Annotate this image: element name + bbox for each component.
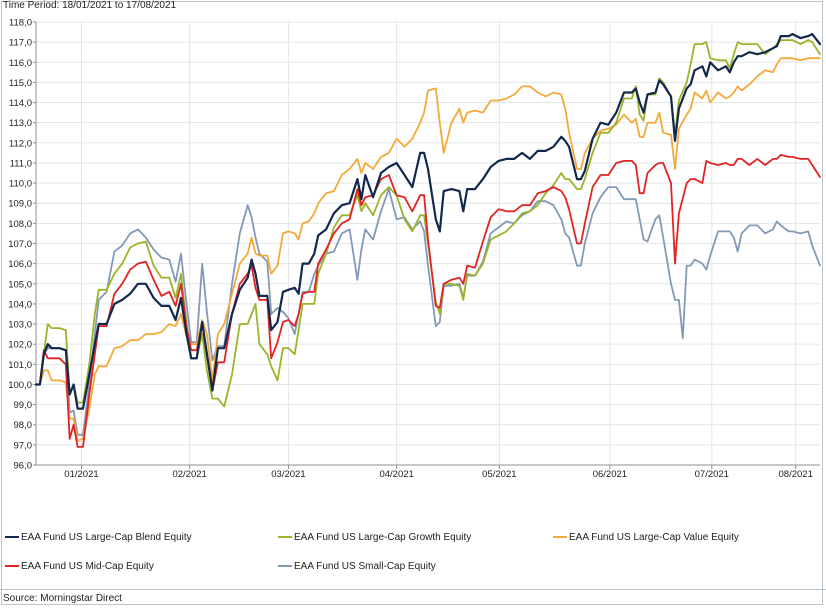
y-tick-label: 100,0	[8, 380, 32, 391]
series-line-eaa-fund-us-small-cap-equity	[35, 186, 821, 436]
y-tick-label: 118,0	[9, 18, 32, 29]
y-tick-label: 102,0	[8, 340, 32, 351]
y-tick-label: 112,0	[9, 138, 32, 149]
y-tick-label: 114,0	[9, 98, 32, 109]
tick-labels: 96,0 97,0 98,0 99,0 100,0 101,0 102,0 103,0 104,…	[8, 18, 813, 481]
legend-item-growth: EAA Fund US Large-Cap Growth Equity	[278, 532, 471, 543]
time-period-label: Time Period: 18/01/2021 to 17/08/2021	[3, 0, 177, 11]
y-tick-label: 106,0	[8, 259, 32, 270]
y-tick-label: 117,0	[9, 38, 32, 49]
legend-label-growth: EAA Fund US Large-Cap Growth Equity	[294, 532, 472, 543]
legend-swatch-growth	[278, 536, 292, 539]
legend-item-blend: EAA Fund US Large-Cap Blend Equity	[5, 532, 192, 543]
series-line-eaa-fund-us-large-cap-value-equity	[35, 57, 821, 442]
x-tick-label: 05/2021	[482, 469, 516, 480]
legend-swatch-value	[553, 536, 567, 539]
series-line-eaa-fund-us-mid-cap-equity	[35, 154, 821, 448]
y-tick-label: 103,0	[8, 320, 32, 331]
legend-label-blend: EAA Fund US Large-Cap Blend Equity	[21, 532, 192, 543]
footer-divider	[0, 589, 826, 590]
legend-item-smallcap: EAA Fund US Small-Cap Equity	[278, 561, 436, 572]
y-tick-label: 97,0	[14, 440, 33, 451]
y-tick-label: 107,0	[8, 239, 32, 250]
y-tick-label: 113,0	[9, 118, 32, 129]
y-tick-label: 105,0	[8, 279, 32, 290]
y-tick-label: 99,0	[14, 400, 33, 411]
x-tick-label: 04/2021	[379, 469, 413, 480]
y-tick-label: 96,0	[14, 461, 33, 472]
y-tick-label: 111,0	[10, 158, 32, 169]
source-label: Source: Morningstar Direct	[3, 593, 122, 604]
x-tick-label: 08/2021	[779, 469, 813, 480]
legend-label-value: EAA Fund US Large-Cap Value Equity	[569, 532, 739, 543]
y-tick-label: 115,0	[9, 78, 32, 89]
legend-item-midcap: EAA Fund US Mid-Cap Equity	[5, 561, 154, 572]
legend-swatch-blend	[5, 536, 19, 539]
legend-label-smallcap: EAA Fund US Small-Cap Equity	[294, 561, 436, 572]
series-line-eaa-fund-us-large-cap-growth-equity	[35, 39, 821, 408]
y-tick-label: 104,0	[8, 299, 32, 310]
y-tick-label: 101,0	[8, 360, 32, 371]
axes	[33, 21, 820, 469]
y-tick-label: 110,0	[9, 179, 32, 190]
legend-label-midcap: EAA Fund US Mid-Cap Equity	[21, 561, 154, 572]
y-tick-label: 98,0	[14, 420, 33, 431]
x-tick-label: 02/2021	[172, 469, 206, 480]
x-tick-label: 07/2021	[695, 469, 729, 480]
y-tick-label: 109,0	[8, 199, 32, 210]
y-tick-label: 108,0	[8, 219, 32, 230]
series-line-eaa-fund-us-large-cap-blend-equity	[34, 33, 822, 410]
series-lines	[34, 33, 822, 448]
legend-item-value: EAA Fund US Large-Cap Value Equity	[553, 532, 739, 543]
grid-lines	[36, 21, 820, 466]
x-tick-label: 03/2021	[271, 469, 305, 480]
x-tick-label: 01/2021	[64, 469, 98, 480]
y-tick-label: 116,0	[9, 58, 32, 69]
legend-swatch-smallcap	[278, 565, 292, 568]
x-tick-label: 06/2021	[593, 469, 627, 480]
legend-swatch-midcap	[5, 565, 19, 568]
